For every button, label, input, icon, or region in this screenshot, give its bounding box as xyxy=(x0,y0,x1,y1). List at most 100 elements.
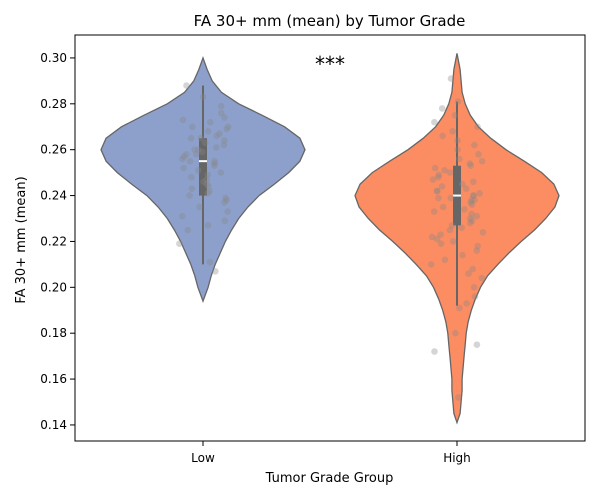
data-point xyxy=(447,75,455,82)
data-point xyxy=(176,240,183,247)
data-point xyxy=(446,169,454,176)
data-point xyxy=(187,134,195,142)
y-tick-label: 0.30 xyxy=(40,51,67,65)
data-point xyxy=(474,123,481,131)
data-point xyxy=(213,132,221,140)
data-point xyxy=(212,268,219,275)
axes: 0.14 0.16 0.18 0.20 0.22 0.24 0.26 0.28 0.30 Low H… xyxy=(40,34,586,465)
data-point xyxy=(435,171,443,179)
data-point xyxy=(195,146,202,153)
data-point xyxy=(449,238,457,245)
data-point xyxy=(454,137,461,144)
data-point xyxy=(221,114,228,121)
data-point xyxy=(463,300,470,307)
data-point xyxy=(468,217,476,225)
data-point xyxy=(217,102,225,110)
data-point xyxy=(430,208,438,215)
data-point xyxy=(197,134,205,142)
data-point xyxy=(475,151,482,158)
data-point xyxy=(471,196,478,204)
data-point xyxy=(427,261,435,268)
data-point xyxy=(446,226,454,234)
data-point xyxy=(188,185,196,192)
data-point xyxy=(469,265,477,273)
y-tick-label: 0.16 xyxy=(40,372,67,386)
data-point xyxy=(223,125,230,133)
data-point xyxy=(470,284,478,291)
data-point xyxy=(205,183,212,190)
data-point xyxy=(191,146,198,153)
data-point xyxy=(449,128,457,135)
data-point xyxy=(179,155,186,163)
data-point xyxy=(431,348,438,355)
data-point xyxy=(468,196,475,204)
data-point xyxy=(458,224,466,231)
plot-frame xyxy=(74,34,586,442)
data-point xyxy=(221,217,229,225)
data-point xyxy=(224,208,231,215)
data-point xyxy=(180,164,187,172)
data-point xyxy=(459,180,466,188)
data-point xyxy=(216,130,223,137)
data-point xyxy=(437,240,445,247)
data-point xyxy=(200,178,207,186)
data-point xyxy=(428,233,436,241)
iqr-box-low xyxy=(199,138,207,196)
data-point xyxy=(204,128,212,135)
data-point xyxy=(429,176,437,183)
y-tick-label: 0.20 xyxy=(40,280,67,294)
x-tick-label: High xyxy=(443,451,471,465)
data-point xyxy=(213,144,220,151)
data-point xyxy=(441,167,448,174)
data-point xyxy=(468,201,476,208)
significance-label: *** xyxy=(315,52,345,76)
data-point xyxy=(474,242,482,250)
data-point xyxy=(201,139,209,147)
data-point xyxy=(479,229,487,236)
plot-area xyxy=(100,53,560,425)
data-point xyxy=(221,199,228,206)
data-point xyxy=(438,105,446,112)
data-point xyxy=(473,341,481,349)
data-point xyxy=(221,137,228,144)
data-point xyxy=(186,157,194,165)
data-point xyxy=(468,210,475,218)
data-point xyxy=(179,212,186,220)
data-point xyxy=(467,162,475,169)
data-point xyxy=(433,187,441,195)
data-point xyxy=(435,173,442,181)
data-point xyxy=(189,123,196,131)
data-point xyxy=(433,187,441,195)
data-point xyxy=(470,178,477,186)
data-point xyxy=(203,176,211,183)
y-axis-label: FA 30+ mm (mean) xyxy=(14,176,29,303)
data-point xyxy=(459,251,466,259)
data-point xyxy=(220,141,228,149)
data-point xyxy=(456,304,463,312)
data-point xyxy=(184,226,191,234)
data-point xyxy=(204,171,212,179)
data-point xyxy=(478,157,486,165)
data-point xyxy=(195,167,202,174)
data-point xyxy=(431,164,439,172)
data-point xyxy=(431,118,438,126)
data-point xyxy=(447,194,455,202)
data-point xyxy=(456,155,463,163)
data-point xyxy=(439,203,447,211)
data-point xyxy=(455,394,462,401)
data-point xyxy=(207,118,214,126)
data-point xyxy=(223,196,230,204)
data-point xyxy=(473,212,481,220)
data-point xyxy=(461,206,468,213)
data-point xyxy=(206,187,213,195)
data-point xyxy=(183,151,190,158)
data-point xyxy=(199,93,207,101)
data-point xyxy=(465,270,472,277)
data-point xyxy=(466,160,474,167)
data-point xyxy=(454,98,462,105)
data-point xyxy=(452,329,459,337)
data-point xyxy=(473,247,481,254)
data-point xyxy=(462,185,470,192)
